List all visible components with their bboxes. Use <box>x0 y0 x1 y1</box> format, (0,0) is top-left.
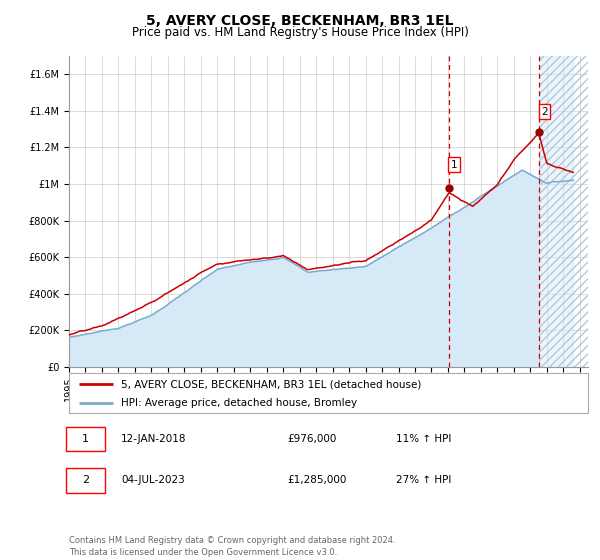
Text: 5, AVERY CLOSE, BECKENHAM, BR3 1EL (detached house): 5, AVERY CLOSE, BECKENHAM, BR3 1EL (deta… <box>121 379 421 389</box>
Text: £976,000: £976,000 <box>287 434 337 444</box>
Text: £1,285,000: £1,285,000 <box>287 475 346 486</box>
FancyBboxPatch shape <box>69 373 588 413</box>
Text: 12-JAN-2018: 12-JAN-2018 <box>121 434 187 444</box>
Text: HPI: Average price, detached house, Bromley: HPI: Average price, detached house, Brom… <box>121 398 357 408</box>
FancyBboxPatch shape <box>67 468 106 493</box>
Text: 1: 1 <box>82 434 89 444</box>
Bar <box>539 56 588 367</box>
Text: 5, AVERY CLOSE, BECKENHAM, BR3 1EL: 5, AVERY CLOSE, BECKENHAM, BR3 1EL <box>146 14 454 28</box>
Text: Price paid vs. HM Land Registry's House Price Index (HPI): Price paid vs. HM Land Registry's House … <box>131 26 469 39</box>
Text: 27% ↑ HPI: 27% ↑ HPI <box>396 475 451 486</box>
Text: Contains HM Land Registry data © Crown copyright and database right 2024.
This d: Contains HM Land Registry data © Crown c… <box>69 536 395 557</box>
FancyBboxPatch shape <box>67 427 106 451</box>
Text: 11% ↑ HPI: 11% ↑ HPI <box>396 434 451 444</box>
Text: 2: 2 <box>82 475 89 486</box>
Text: 1: 1 <box>451 160 458 170</box>
Text: 2: 2 <box>541 107 548 117</box>
Text: 04-JUL-2023: 04-JUL-2023 <box>121 475 185 486</box>
